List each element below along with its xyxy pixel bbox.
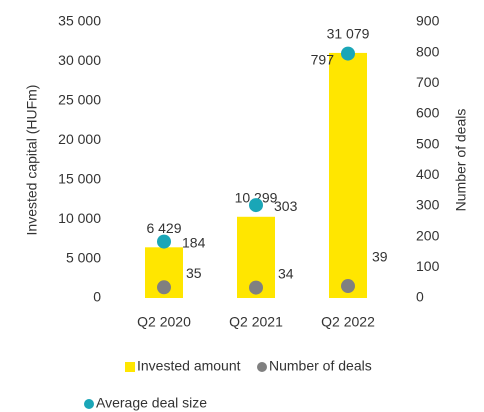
legend-label: Average deal size <box>96 395 207 411</box>
legend-swatch <box>84 399 94 409</box>
dot-value-label: 303 <box>274 198 298 214</box>
y2-tick-label: 100 <box>416 258 440 274</box>
y-tick-label: 10 000 <box>58 210 101 226</box>
y-tick-label: 30 000 <box>58 52 101 68</box>
y2-tick-label: 200 <box>416 227 440 243</box>
x-tick-label: Q2 2022 <box>321 314 375 330</box>
legend-label: Invested amount <box>137 358 241 374</box>
legend-label: Number of deals <box>269 358 372 374</box>
y-tick-label: 25 000 <box>58 92 101 108</box>
y2-tick-label: 0 <box>416 289 424 305</box>
y2-tick-label: 900 <box>416 13 440 29</box>
y2-tick-label: 600 <box>416 105 440 121</box>
y2-tick-label: 500 <box>416 135 440 151</box>
bar-value-label: 6 429 <box>146 220 181 236</box>
y-tick-label: 5 000 <box>66 249 101 265</box>
y-tick-label: 20 000 <box>58 131 101 147</box>
dot-value-label: 35 <box>186 265 202 281</box>
dot <box>249 198 263 213</box>
dot <box>157 280 171 295</box>
y2-tick-label: 400 <box>416 166 440 182</box>
y-tick-label: 15 000 <box>58 170 101 186</box>
x-tick-label: Q2 2021 <box>229 314 283 330</box>
y-axis-title: Invested capital (HUFm) <box>24 85 40 236</box>
legend-swatch <box>125 362 135 372</box>
y2-axis-title: Number of deals <box>453 109 469 212</box>
dot-value-label: 34 <box>278 265 294 281</box>
y-tick-label: 0 <box>93 289 101 305</box>
y2-tick-label: 700 <box>416 74 440 90</box>
dot-value-label: 797 <box>311 51 335 67</box>
legend-swatch <box>257 362 267 372</box>
dot-value-label: 184 <box>182 234 206 250</box>
bar-value-label: 10 299 <box>235 189 278 205</box>
bar-value-label: 31 079 <box>327 26 370 42</box>
y2-tick-label: 300 <box>416 197 440 213</box>
y-tick-label: 35 000 <box>58 13 101 29</box>
x-tick-label: Q2 2020 <box>137 314 191 330</box>
bar <box>329 52 367 298</box>
dot <box>249 280 263 295</box>
dot <box>341 279 355 294</box>
y2-tick-label: 800 <box>416 43 440 59</box>
dot <box>341 46 355 61</box>
dot-value-label: 39 <box>372 249 388 265</box>
dot <box>157 234 171 249</box>
